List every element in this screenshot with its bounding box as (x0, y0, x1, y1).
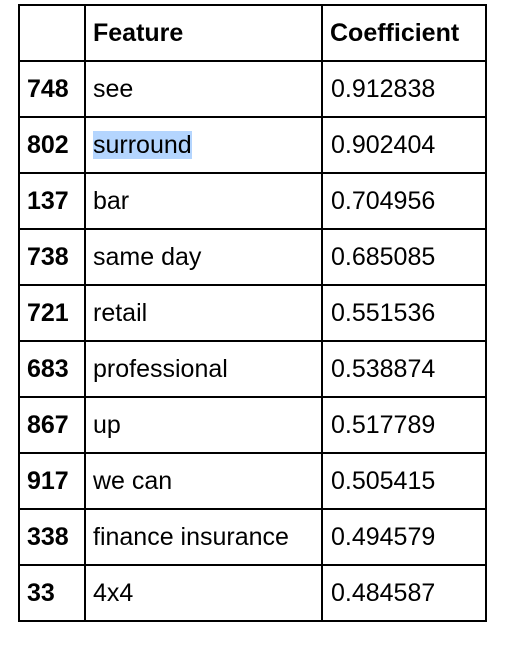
coefficient-cell[interactable]: 0.912838 (321, 60, 487, 118)
table-row: 33 4x4 0.484587 (18, 564, 487, 622)
header-index (18, 4, 86, 62)
feature-cell[interactable]: surround (84, 116, 323, 174)
feature-cell[interactable]: retail (84, 284, 323, 342)
feature-text: professional (93, 354, 228, 383)
feature-text: finance insurance (93, 522, 289, 551)
table-row: 917 we can 0.505415 (18, 452, 487, 510)
coefficient-cell[interactable]: 0.551536 (321, 284, 487, 342)
header-feature: Feature (84, 4, 323, 62)
row-index: 33 (18, 564, 86, 622)
feature-cell[interactable]: we can (84, 452, 323, 510)
row-index: 683 (18, 340, 86, 398)
table-row: 137 bar 0.704956 (18, 172, 487, 230)
coefficient-cell[interactable]: 0.494579 (321, 508, 487, 566)
row-index: 867 (18, 396, 86, 454)
feature-cell[interactable]: up (84, 396, 323, 454)
selected-feature-text: surround (93, 130, 192, 159)
feature-text: 4x4 (93, 578, 134, 607)
coefficient-cell[interactable]: 0.484587 (321, 564, 487, 622)
feature-coefficient-table: Feature Coefficient 748 see 0.912838 802… (18, 4, 487, 622)
feature-cell[interactable]: same day (84, 228, 323, 286)
coefficient-cell[interactable]: 0.517789 (321, 396, 487, 454)
feature-cell[interactable]: professional (84, 340, 323, 398)
row-index: 738 (18, 228, 86, 286)
coefficient-cell[interactable]: 0.505415 (321, 452, 487, 510)
feature-cell[interactable]: 4x4 (84, 564, 323, 622)
row-index: 917 (18, 452, 86, 510)
table-row: 338 finance insurance 0.494579 (18, 508, 487, 566)
row-index: 802 (18, 116, 86, 174)
table-header-row: Feature Coefficient (18, 4, 487, 62)
coefficient-cell[interactable]: 0.538874 (321, 340, 487, 398)
feature-cell[interactable]: finance insurance (84, 508, 323, 566)
row-index: 137 (18, 172, 86, 230)
feature-text: bar (93, 186, 130, 215)
feature-text: same day (93, 242, 202, 271)
table-row: 683 professional 0.538874 (18, 340, 487, 398)
header-coefficient: Coefficient (321, 4, 487, 62)
coefficient-cell[interactable]: 0.685085 (321, 228, 487, 286)
row-index: 338 (18, 508, 86, 566)
table-row: 721 retail 0.551536 (18, 284, 487, 342)
table-row: 802 surround 0.902404 (18, 116, 487, 174)
table-row: 748 see 0.912838 (18, 60, 487, 118)
coefficient-cell[interactable]: 0.902404 (321, 116, 487, 174)
feature-cell[interactable]: bar (84, 172, 323, 230)
feature-text: see (93, 74, 134, 103)
row-index: 721 (18, 284, 86, 342)
feature-text: retail (93, 298, 148, 327)
table-row: 738 same day 0.685085 (18, 228, 487, 286)
feature-text: up (93, 410, 121, 439)
table-row: 867 up 0.517789 (18, 396, 487, 454)
feature-cell[interactable]: see (84, 60, 323, 118)
row-index: 748 (18, 60, 86, 118)
feature-text: we can (93, 466, 173, 495)
coefficient-cell[interactable]: 0.704956 (321, 172, 487, 230)
